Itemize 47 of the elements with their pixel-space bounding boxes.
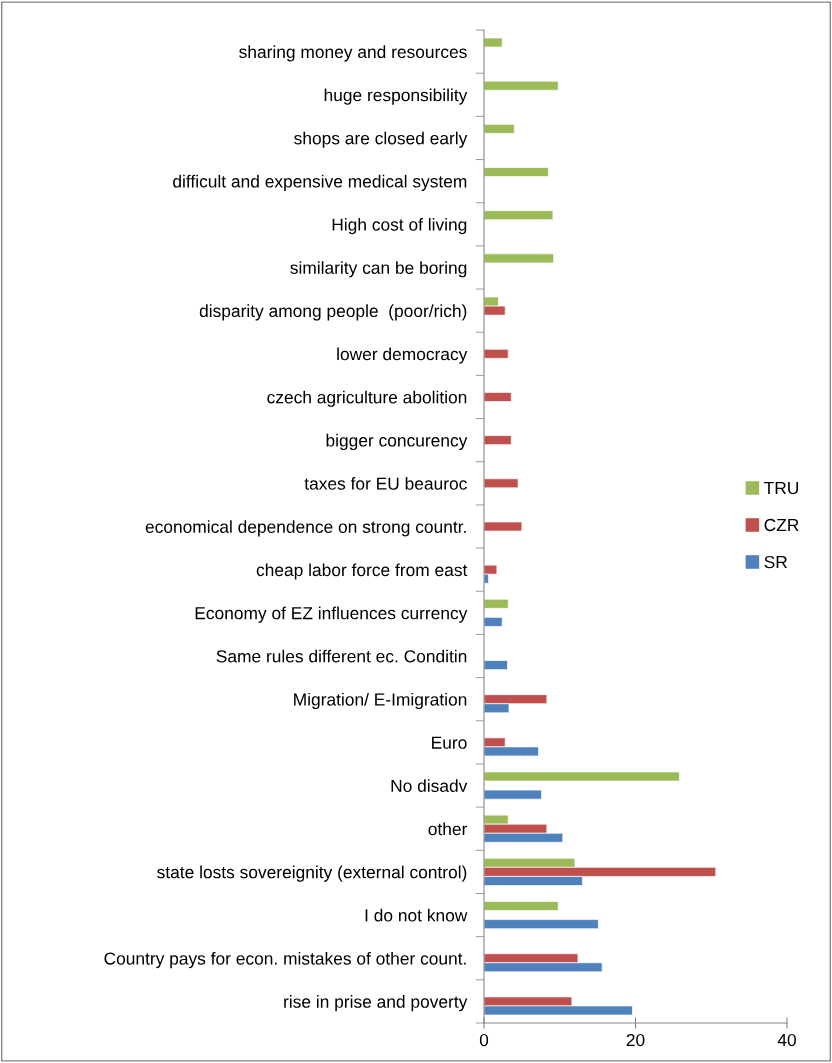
y-tick-label: lower democracy bbox=[337, 347, 468, 364]
legend-label: SR bbox=[764, 555, 787, 569]
y-tick-label: huge responsibility bbox=[324, 88, 468, 105]
y-tick-label: rise in prise and poverty bbox=[284, 995, 468, 1012]
y-tick-label: disparity among people (poor/rich) bbox=[199, 304, 467, 321]
y-tick-label: I do not know bbox=[365, 908, 468, 922]
y-tick-label: Same rules different ec. Conditin bbox=[216, 649, 467, 663]
y-tick-label: bigger concurency bbox=[326, 433, 468, 451]
y-tick-label: czech agriculture abolition bbox=[267, 390, 467, 407]
bar bbox=[484, 80, 559, 91]
y-tick-label: Country pays for econ. mistakes of other count. bbox=[104, 951, 466, 969]
legend-label: TRU bbox=[764, 482, 799, 495]
y-tick-label: Euro bbox=[432, 736, 467, 749]
bar bbox=[484, 348, 509, 359]
y-tick-label: High cost of living bbox=[332, 217, 467, 235]
y-tick-label: Migration/ E-Imigration bbox=[294, 692, 467, 710]
bar bbox=[484, 253, 555, 264]
y-tick-label: No disadv bbox=[391, 779, 468, 793]
y-tick-label: sharing money and resources bbox=[239, 45, 467, 62]
x-tick-label: 0 bbox=[479, 1033, 489, 1047]
y-tick-label: other bbox=[428, 822, 468, 836]
legend-label: CZR bbox=[764, 518, 799, 532]
bar bbox=[484, 771, 680, 782]
bar bbox=[484, 167, 549, 177]
bar bbox=[484, 478, 519, 489]
bar bbox=[484, 901, 559, 911]
bar bbox=[484, 123, 515, 134]
y-tick-label: taxes for EU beauroc bbox=[304, 477, 467, 490]
x-tick-label: 20 bbox=[626, 1033, 645, 1047]
x-tick-label: 40 bbox=[777, 1033, 796, 1047]
bar bbox=[484, 919, 599, 930]
bar bbox=[484, 521, 523, 532]
bar bbox=[484, 210, 554, 221]
bar bbox=[484, 435, 512, 446]
y-tick-label: state losts sovereignity (external control) bbox=[157, 865, 467, 882]
bar bbox=[484, 37, 503, 48]
bar bbox=[484, 598, 509, 609]
y-tick-label: cheap labor force from east bbox=[256, 563, 468, 580]
bar bbox=[484, 392, 512, 402]
y-tick-label: shops are closed early bbox=[294, 131, 468, 148]
bar bbox=[484, 660, 508, 670]
bar bbox=[484, 617, 503, 627]
bar bbox=[484, 789, 542, 800]
y-tick-label: similarity can be boring bbox=[290, 261, 467, 278]
y-tick-label: economical dependence on strong countr. bbox=[145, 520, 466, 537]
y-tick-label: Economy of EZ influences currency bbox=[195, 606, 468, 623]
y-tick-label: difficult and expensive medical system bbox=[173, 174, 467, 191]
